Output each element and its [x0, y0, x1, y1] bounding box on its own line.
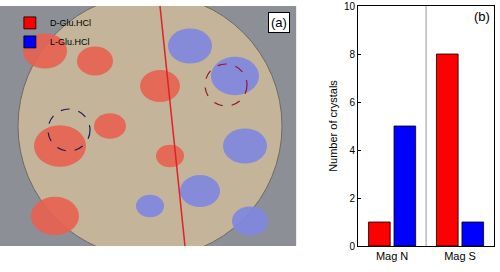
svg-text:Mag N: Mag N — [376, 250, 408, 262]
svg-text:Number of crystals: Number of crystals — [327, 80, 339, 172]
svg-text:8: 8 — [350, 49, 356, 60]
svg-text:2: 2 — [350, 193, 356, 204]
svg-text:(b): (b) — [474, 9, 490, 24]
svg-text:Mag S: Mag S — [444, 250, 476, 262]
svg-text:0: 0 — [350, 241, 356, 252]
svg-text:(a): (a) — [271, 15, 287, 30]
svg-text:L-Glu.HCl: L-Glu.HCl — [50, 37, 90, 47]
svg-text:D-Glu.HCl: D-Glu.HCl — [50, 18, 91, 28]
svg-text:10: 10 — [344, 1, 356, 12]
svg-text:6: 6 — [350, 97, 356, 108]
svg-text:4: 4 — [350, 145, 356, 156]
